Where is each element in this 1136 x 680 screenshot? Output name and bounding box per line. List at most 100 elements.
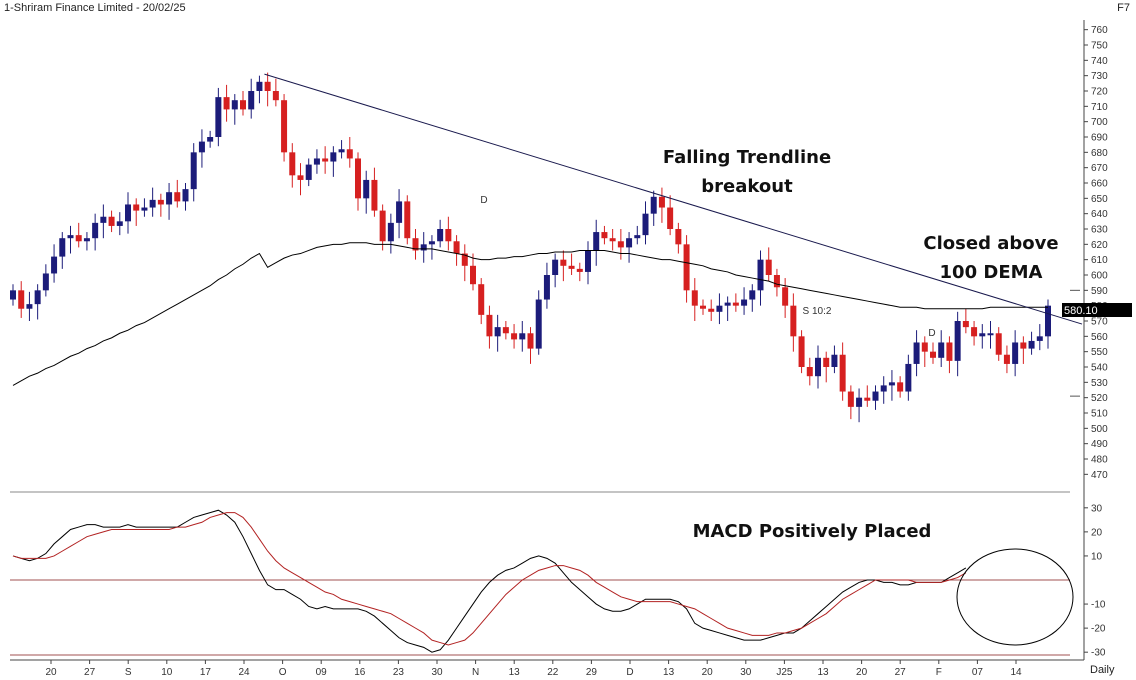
macd-tick-label: 30 <box>1091 503 1103 514</box>
candle-body <box>634 235 641 239</box>
candle-body <box>568 265 575 269</box>
candle-body <box>149 199 156 208</box>
candle-body <box>971 327 978 337</box>
time-tick-label: 07 <box>972 667 984 678</box>
price-tick-label: 490 <box>1091 439 1108 450</box>
candle-body <box>478 284 485 315</box>
candle-body <box>240 100 246 110</box>
candle-body <box>782 287 789 306</box>
macd-highlight-circle <box>956 548 1074 646</box>
candle-body <box>363 179 370 199</box>
time-tick-label: 20 <box>45 667 57 678</box>
candle-body <box>461 253 468 266</box>
time-tick-label: D <box>626 667 633 678</box>
candle-body <box>428 241 435 245</box>
candle-body <box>609 238 616 242</box>
time-tick-label: 29 <box>586 667 598 678</box>
price-tick-label: 620 <box>1091 240 1108 251</box>
candle-body <box>864 397 871 401</box>
candle-body <box>1045 305 1051 337</box>
price-tick-label: 720 <box>1091 87 1108 98</box>
time-tick-label: N <box>472 667 479 678</box>
time-tick-label: 27 <box>895 667 907 678</box>
candle-body <box>281 100 288 153</box>
price-tick-label: 730 <box>1091 71 1108 82</box>
candle-body <box>962 321 969 328</box>
time-tick-label: 10 <box>161 667 173 678</box>
candle-body <box>133 204 140 211</box>
candle-body <box>355 158 361 199</box>
candle-body <box>256 81 263 91</box>
time-tick-label: 16 <box>354 667 366 678</box>
candle-body <box>264 81 271 91</box>
candle-body <box>470 265 476 285</box>
candle-body <box>248 91 255 110</box>
candle-body <box>313 158 320 165</box>
time-tick-label: 30 <box>740 667 752 678</box>
signal-line <box>12 512 967 646</box>
candle-body <box>404 201 411 239</box>
time-tick-label: 13 <box>509 667 521 678</box>
candle-body <box>108 216 115 226</box>
candlesticks <box>10 72 1051 423</box>
candle-body <box>847 391 854 407</box>
candle-body <box>938 342 945 358</box>
candle-body <box>839 354 846 392</box>
candle-body <box>675 229 682 245</box>
candle-body <box>486 314 493 337</box>
price-tick-label: 630 <box>1091 225 1108 236</box>
time-tick-label: 13 <box>817 667 829 678</box>
candle-body <box>26 304 33 309</box>
ema-100-path <box>12 242 1048 386</box>
price-tick-label: 740 <box>1091 56 1108 67</box>
candle-body <box>166 192 173 205</box>
price-tick-label: 540 <box>1091 363 1108 374</box>
candle-body <box>346 149 353 159</box>
chart-title: 1-Shriram Finance Limited - 20/02/25 <box>4 2 186 14</box>
macd-tick-label: -10 <box>1091 600 1106 611</box>
candle-body <box>930 351 936 358</box>
candle-body <box>305 164 312 180</box>
candle-body <box>157 199 164 205</box>
candle-body <box>946 342 953 361</box>
candle-body <box>585 250 591 272</box>
time-tick-label: 24 <box>238 667 250 678</box>
price-tick-label: 600 <box>1091 271 1108 282</box>
candle-body <box>116 221 123 226</box>
macd-tick-label: 10 <box>1091 551 1103 562</box>
price-tick-label: 520 <box>1091 393 1108 404</box>
candle-body <box>10 290 16 300</box>
candle-body <box>995 333 1002 355</box>
candle-body <box>297 175 304 180</box>
candle-body <box>658 196 665 208</box>
candle-body <box>1003 354 1010 364</box>
marker-dividend-2: D <box>928 328 935 339</box>
time-tick-label: F <box>936 667 942 678</box>
candle-body <box>691 290 698 306</box>
candle-body <box>92 222 99 239</box>
candle-body <box>338 149 345 153</box>
candle-body <box>371 179 378 211</box>
candle-body <box>724 302 731 306</box>
price-tick-label: 570 <box>1091 317 1108 328</box>
candle-body <box>700 305 706 309</box>
candle-body <box>954 321 961 361</box>
candle-body <box>823 357 830 367</box>
annotation-trendline-1: Falling Trendline <box>663 147 831 168</box>
price-tick-label: 760 <box>1091 25 1108 36</box>
candle-body <box>125 204 131 222</box>
candle-body <box>141 207 148 211</box>
candle-body <box>519 333 526 340</box>
candle-body <box>215 97 222 137</box>
candle-body <box>987 333 994 336</box>
candle-body <box>420 244 427 251</box>
time-tick-label: 27 <box>84 667 96 678</box>
price-tick-label: 640 <box>1091 209 1108 220</box>
candle-body <box>732 302 739 306</box>
candle-body <box>773 275 780 288</box>
marker-split: S 10:2 <box>803 306 832 317</box>
time-tick-label: 09 <box>316 667 328 678</box>
candle-body <box>100 216 107 223</box>
candle-body <box>856 397 863 407</box>
